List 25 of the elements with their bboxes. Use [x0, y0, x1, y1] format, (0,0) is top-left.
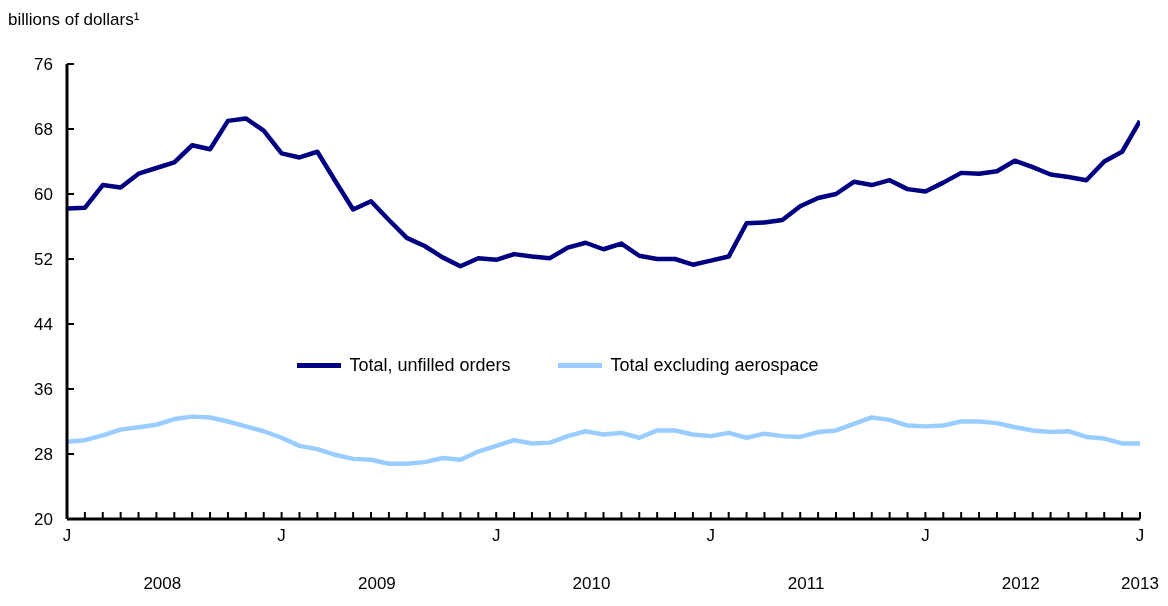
text: 2011 [786, 574, 826, 594]
y-tick-label: 20 [34, 510, 53, 529]
y-tick-label: 28 [34, 445, 53, 464]
legend-label: Total, unfilled orders [349, 355, 511, 376]
text: 2012 [1000, 574, 1041, 594]
text: 2009 [356, 574, 397, 594]
line-series [67, 116, 1140, 269]
x-tick-label: J [62, 526, 72, 545]
text: 2013 [1120, 574, 1160, 594]
text: 2010 [571, 574, 612, 594]
x-tick-label: J [491, 526, 501, 545]
y-tick-label: 36 [34, 380, 53, 399]
y-tick-label: 60 [34, 185, 53, 204]
y-tick-label: 44 [34, 315, 53, 334]
x-tick-label: J [706, 526, 716, 545]
legend-label: Total excluding aerospace [610, 355, 819, 376]
y-tick-label: 68 [34, 120, 53, 139]
y-tick-label: 52 [34, 250, 53, 269]
y-axis-title: billions of dollars¹ [8, 10, 140, 30]
x-tick-label: J [277, 526, 286, 545]
x-tick-label: J [921, 526, 930, 545]
line-series [67, 414, 1140, 466]
text: 2008 [142, 574, 183, 594]
x-tick-label: J [1135, 526, 1145, 545]
y-tick-label: 76 [34, 55, 53, 74]
